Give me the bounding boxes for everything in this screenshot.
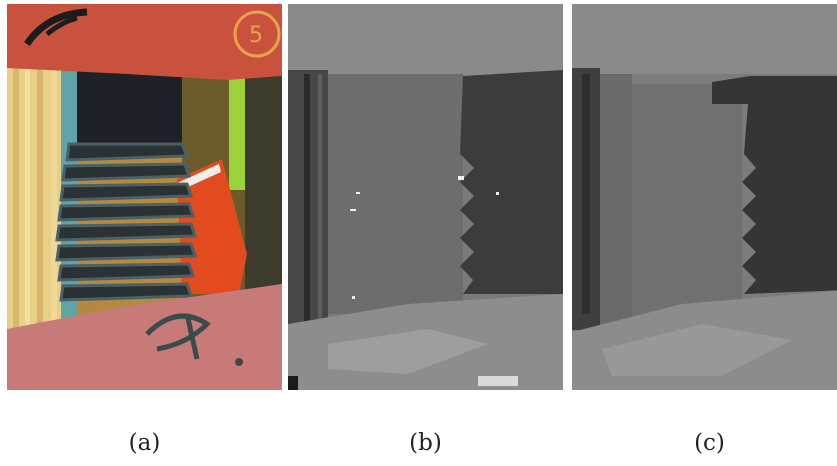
photo-image: 5 (7, 4, 282, 390)
caption-a: (a) (128, 430, 161, 456)
caption-b: (b) (409, 430, 442, 456)
panel-a-photo: 5 (7, 4, 282, 390)
disparity-map-b (288, 4, 563, 390)
panel-c-disparity-refined (572, 4, 837, 390)
panel-b-disparity-noisy (288, 4, 563, 390)
caption-c: (c) (694, 430, 725, 456)
disparity-map-c (572, 4, 837, 390)
svg-text:5: 5 (249, 23, 263, 48)
